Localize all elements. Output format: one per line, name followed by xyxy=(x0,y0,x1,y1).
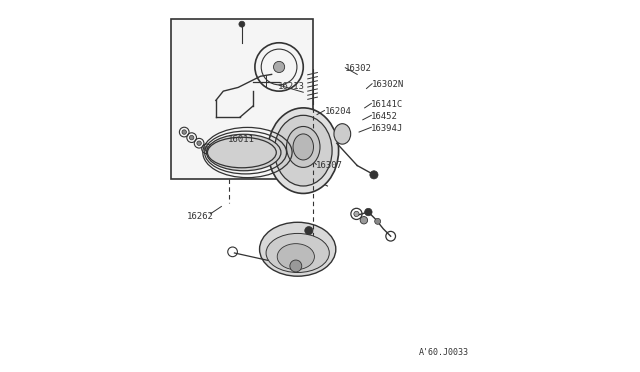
Ellipse shape xyxy=(207,137,276,168)
Text: 16011: 16011 xyxy=(228,135,255,144)
Circle shape xyxy=(365,208,372,216)
Text: 16307: 16307 xyxy=(316,161,343,170)
Ellipse shape xyxy=(266,234,330,273)
Text: 16213: 16213 xyxy=(278,82,305,91)
Ellipse shape xyxy=(293,134,314,160)
Text: 16141C: 16141C xyxy=(371,100,404,109)
Text: 16262: 16262 xyxy=(187,212,214,221)
Ellipse shape xyxy=(275,115,332,186)
Ellipse shape xyxy=(260,222,336,276)
Text: 16394J: 16394J xyxy=(371,124,404,133)
Circle shape xyxy=(189,135,194,140)
Circle shape xyxy=(239,21,245,27)
Text: 16302N: 16302N xyxy=(372,80,404,89)
Circle shape xyxy=(197,141,202,145)
Circle shape xyxy=(370,171,378,179)
Circle shape xyxy=(273,61,285,73)
Circle shape xyxy=(290,260,302,272)
Circle shape xyxy=(182,130,186,134)
Ellipse shape xyxy=(287,126,320,167)
Text: 16302: 16302 xyxy=(346,64,372,73)
Bar xyxy=(172,19,312,179)
Ellipse shape xyxy=(334,124,351,144)
Ellipse shape xyxy=(207,134,281,171)
Circle shape xyxy=(360,217,367,224)
Circle shape xyxy=(204,147,209,151)
Ellipse shape xyxy=(268,108,339,193)
Circle shape xyxy=(374,218,381,224)
Text: 16204: 16204 xyxy=(324,107,351,116)
Circle shape xyxy=(305,227,313,235)
Text: 16452: 16452 xyxy=(371,112,398,121)
Ellipse shape xyxy=(277,244,314,270)
Circle shape xyxy=(354,211,359,217)
Text: A'60.J0033: A'60.J0033 xyxy=(419,348,468,357)
